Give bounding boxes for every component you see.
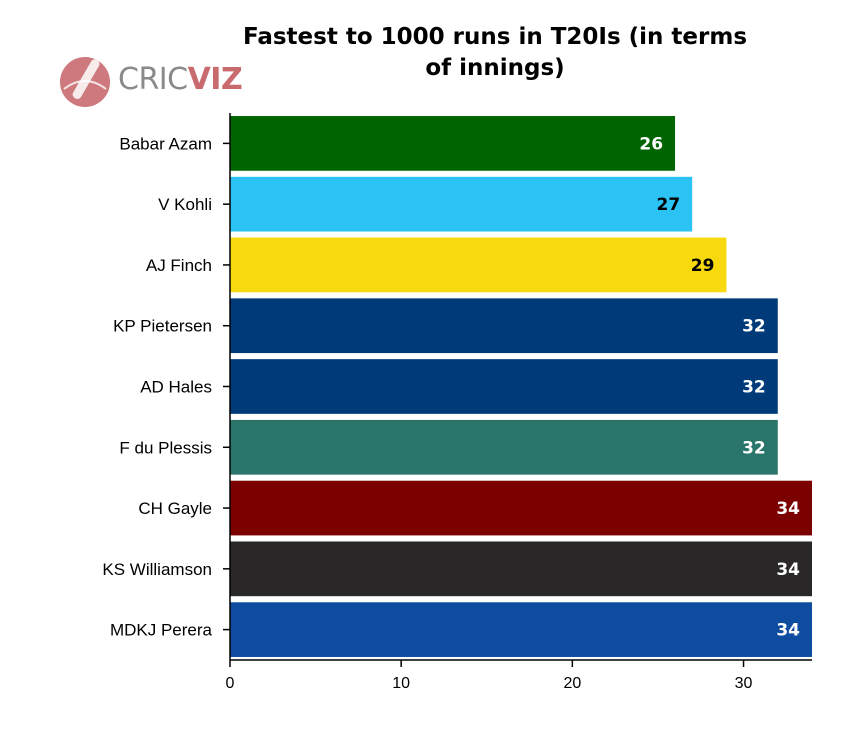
logo-text-part1: CRIC: [118, 62, 188, 97]
category-label-3: KP Pietersen: [113, 317, 212, 336]
value-labels-group: 26 27 29 32 32 32 34 34 34: [639, 134, 800, 640]
value-label-7: 34: [776, 560, 800, 580]
value-label-0: 26: [639, 134, 663, 154]
category-label-7: KS Williamson: [102, 560, 212, 579]
category-label-4: AD Hales: [140, 378, 212, 397]
value-label-8: 34: [776, 621, 800, 641]
xtick-label-3: 30: [735, 675, 753, 692]
category-label-0: Babar Azam: [119, 134, 212, 153]
chart-title: Fastest to 1000 runs in T20Is (in terms …: [242, 24, 748, 81]
category-label-2: AJ Finch: [146, 256, 212, 275]
logo-wordmark: CRICVIZ: [118, 60, 243, 100]
category-label-5: F du Plessis: [119, 438, 212, 457]
xtick-label-2: 20: [563, 675, 581, 692]
bars-group: [230, 116, 812, 657]
cricviz-logo: [60, 57, 110, 107]
xtick-label-1: 10: [392, 675, 410, 692]
value-label-2: 29: [691, 256, 715, 276]
cricket-bat-icon: [72, 59, 100, 99]
bar-2: [230, 237, 727, 293]
bar-5: [230, 419, 778, 475]
bar-6: [230, 480, 812, 536]
value-label-6: 34: [776, 499, 800, 519]
bar-4: [230, 359, 778, 414]
xtick-label-0: 0: [226, 675, 235, 692]
bar-0: [230, 116, 676, 171]
value-label-3: 32: [742, 317, 766, 337]
bar-7: [230, 541, 812, 597]
value-label-4: 32: [742, 378, 766, 398]
axes-group: 0 10 20 30: [223, 113, 812, 692]
category-labels-group: Babar Azam V Kohli AJ Finch KP Pietersen AD …: [102, 134, 212, 639]
bar-8: [230, 602, 812, 657]
bar-3: [230, 298, 778, 354]
category-label-6: CH Gayle: [138, 499, 212, 518]
bar-1: [230, 176, 693, 232]
value-label-1: 27: [657, 195, 681, 215]
logo-text-part2: VIZ: [187, 62, 243, 97]
category-label-8: MDKJ Perera: [110, 621, 213, 640]
category-label-1: V Kohli: [158, 195, 212, 214]
value-label-5: 32: [742, 438, 766, 458]
